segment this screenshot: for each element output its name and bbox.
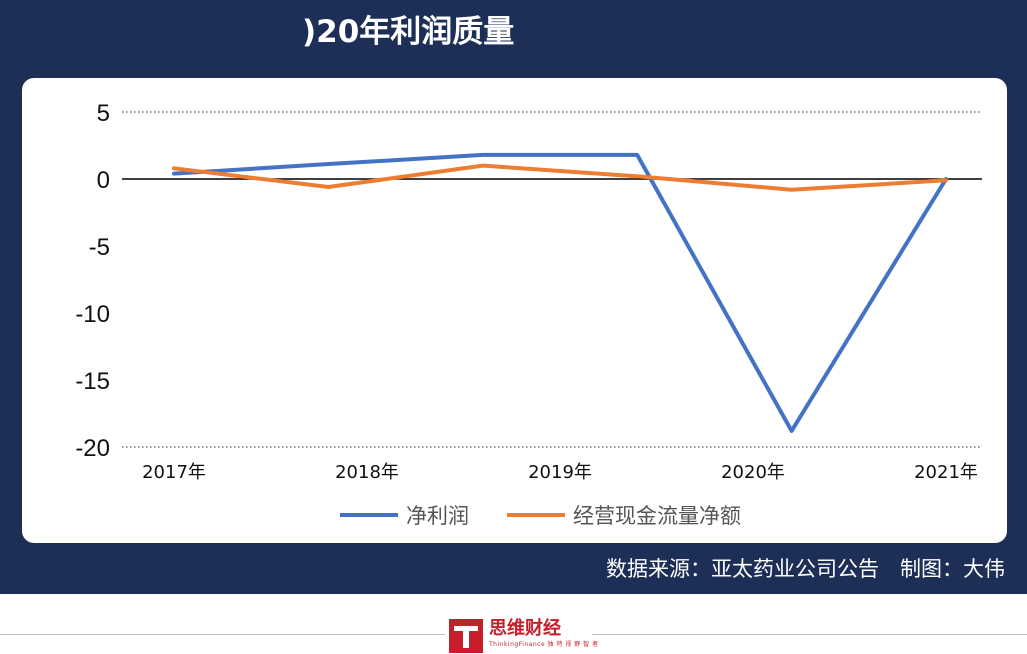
x-tick-label: 2021年 bbox=[914, 462, 978, 483]
brand-mark-icon bbox=[449, 619, 483, 653]
y-axis-ticks: 5 0 -5 -10 -15 -20 bbox=[75, 100, 110, 462]
legend: 净利润 经营现金流量净额 bbox=[340, 504, 741, 528]
y-tick-label: -20 bbox=[75, 435, 110, 462]
footer-divider-left bbox=[0, 634, 445, 635]
x-axis-ticks: 2017年 2018年 2019年 2020年 2021年 bbox=[142, 462, 978, 483]
y-tick-label: 5 bbox=[97, 100, 110, 127]
gridlines bbox=[122, 111, 982, 448]
chart-title: )20年利润质量 bbox=[302, 14, 515, 50]
chart-card: 5 0 -5 -10 -15 -20 2017年 2018年 2019年 2020年 2021年 … bbox=[22, 78, 1007, 543]
brand-tagline: ThinkingFinance 独 特 视 野 智 者 bbox=[489, 641, 599, 648]
series-line-1 bbox=[172, 163, 948, 192]
brand-name: 思维财经 bbox=[489, 618, 561, 639]
x-tick-label: 2018年 bbox=[335, 462, 399, 483]
x-tick-label: 2017年 bbox=[142, 462, 206, 483]
legend-label-0: 净利润 bbox=[406, 504, 469, 528]
data-source-note: 数据来源：亚太药业公司公告 制图：大伟 bbox=[606, 557, 1005, 581]
x-tick-label: 2020年 bbox=[721, 462, 785, 483]
y-tick-label: -10 bbox=[75, 301, 110, 328]
series-line-0 bbox=[172, 152, 948, 433]
legend-label-1: 经营现金流量净额 bbox=[573, 504, 741, 528]
series-lines bbox=[172, 152, 948, 433]
brand-logo: 思维财经 ThinkingFinance 独 特 视 野 智 者 bbox=[449, 617, 598, 654]
line-chart: 50-5-10-15-20 2017年 2018年 2019年 2020年 2021年 … bbox=[75, 100, 982, 528]
y-tick-label: -15 bbox=[75, 368, 110, 395]
y-tick-label: 0 bbox=[97, 167, 110, 194]
y-tick-label: -5 bbox=[89, 234, 110, 261]
footer-divider-right bbox=[592, 634, 1027, 635]
x-tick-label: 2019年 bbox=[528, 462, 592, 483]
